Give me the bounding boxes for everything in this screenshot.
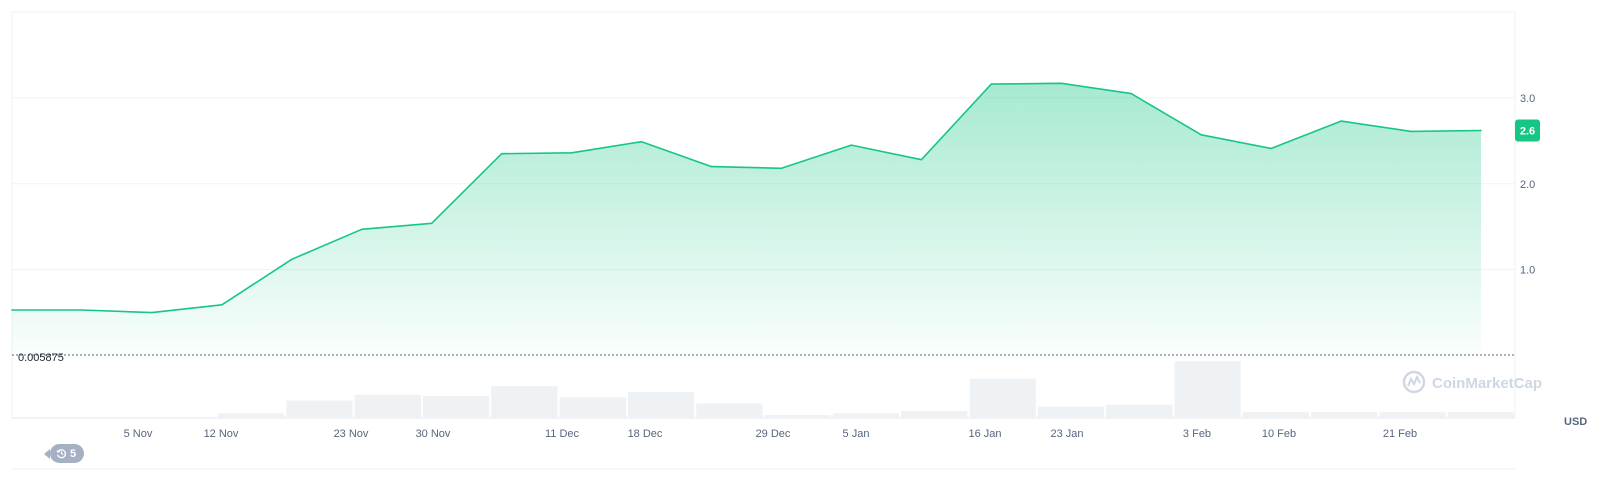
volume-bar	[13, 417, 80, 418]
volume-bar	[1174, 361, 1241, 418]
price-point	[1480, 129, 1482, 132]
watermark-text: CoinMarketCap	[1432, 375, 1542, 392]
history-count: 5	[70, 447, 77, 460]
volume-bar	[1106, 404, 1173, 418]
x-tick-label: 11 Dec	[545, 428, 580, 440]
volume-bar	[901, 411, 968, 418]
watermark: CoinMarketCap	[1402, 370, 1542, 394]
price-point	[780, 167, 783, 170]
x-tick-label: 10 Feb	[1262, 428, 1296, 440]
volume-bars	[13, 361, 1514, 418]
volume-bar	[696, 403, 763, 418]
price-point	[570, 152, 573, 154]
history-clock-icon	[56, 449, 67, 459]
price-area: 0.005875	[11, 82, 1515, 364]
baseline-label: 0.005875	[18, 352, 64, 364]
volume-bar	[286, 400, 353, 418]
x-axis: 5 Nov 12 Nov 23 Nov 30 Nov 11 Dec 18 Dec 29 De…	[124, 428, 1418, 440]
price-point	[1060, 82, 1063, 85]
price-point	[151, 311, 153, 314]
current-price-label: 2.6	[1520, 126, 1535, 138]
volume-bar	[1311, 412, 1378, 418]
volume-bar	[1379, 412, 1446, 418]
price-point	[500, 152, 503, 155]
price-area-fill	[12, 83, 1481, 356]
x-tick-label: 29 Dec	[756, 428, 791, 440]
x-tick-label: 23 Jan	[1050, 428, 1083, 440]
volume-bar	[422, 395, 490, 418]
price-point	[850, 144, 853, 146]
price-point	[1270, 147, 1272, 150]
x-tick-label: 12 Nov	[204, 428, 239, 440]
y-tick-label: 2.0	[1520, 179, 1535, 191]
y-axis: 1.0 2.0 3.0 2.6	[1515, 93, 1540, 277]
price-point	[710, 165, 713, 168]
y-tick-label: 1.0	[1520, 265, 1535, 277]
price-point	[1200, 134, 1202, 136]
volume-bar	[764, 415, 831, 418]
volume-bar	[491, 386, 558, 418]
volume-bar	[1242, 412, 1310, 418]
volume-bar	[81, 417, 148, 418]
price-point	[920, 158, 923, 161]
price-point	[430, 222, 433, 225]
price-point	[81, 309, 83, 311]
history-badge[interactable]: 5	[43, 444, 85, 463]
price-point	[1340, 120, 1342, 122]
volume-bar	[149, 417, 216, 418]
price-point	[640, 140, 643, 143]
volume-bar	[969, 378, 1036, 418]
price-point	[360, 228, 363, 231]
current-price-badge	[1515, 119, 1540, 142]
coinmarketcap-logo-mark	[1407, 374, 1421, 387]
volume-bar	[354, 394, 421, 418]
volume-bar	[627, 391, 695, 418]
y-tick-label: 3.0	[1520, 93, 1535, 105]
x-tick-label: 16 Jan	[968, 428, 1001, 440]
x-tick-label: 23 Nov	[334, 428, 369, 440]
x-tick-label: 5 Jan	[843, 428, 870, 440]
x-tick-label: 3 Feb	[1183, 428, 1211, 440]
volume-bar	[559, 397, 626, 418]
coinmarketcap-logo-icon	[1402, 370, 1426, 394]
volume-bar	[217, 413, 285, 418]
x-tick-label: 18 Dec	[628, 428, 663, 440]
x-tick-label: 30 Nov	[416, 428, 451, 440]
x-tick-label: 21 Feb	[1383, 428, 1417, 440]
price-point	[990, 83, 993, 85]
price-point	[1130, 92, 1133, 95]
volume-bar	[832, 413, 900, 418]
volume-bar	[1447, 412, 1514, 418]
price-point	[221, 304, 223, 306]
volume-bar	[1037, 406, 1105, 418]
price-point	[1410, 130, 1412, 133]
currency-label: USD	[1564, 416, 1587, 428]
x-tick-label: 5 Nov	[124, 428, 153, 440]
price-point	[291, 258, 293, 261]
price-point	[11, 309, 13, 311]
price-line	[12, 82, 1482, 314]
